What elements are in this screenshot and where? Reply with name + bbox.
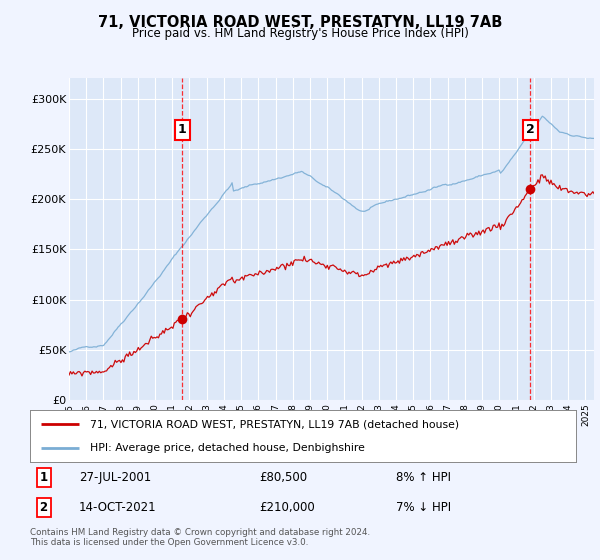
Text: 71, VICTORIA ROAD WEST, PRESTATYN, LL19 7AB (detached house): 71, VICTORIA ROAD WEST, PRESTATYN, LL19 … [90, 419, 459, 430]
Text: HPI: Average price, detached house, Denbighshire: HPI: Average price, detached house, Denb… [90, 443, 365, 453]
Text: £210,000: £210,000 [259, 501, 315, 514]
Text: Price paid vs. HM Land Registry's House Price Index (HPI): Price paid vs. HM Land Registry's House … [131, 27, 469, 40]
Text: Contains HM Land Registry data © Crown copyright and database right 2024.
This d: Contains HM Land Registry data © Crown c… [30, 528, 370, 547]
Text: 2: 2 [526, 123, 535, 137]
Text: £80,500: £80,500 [259, 471, 307, 484]
Text: 71, VICTORIA ROAD WEST, PRESTATYN, LL19 7AB: 71, VICTORIA ROAD WEST, PRESTATYN, LL19 … [98, 15, 502, 30]
Text: 8% ↑ HPI: 8% ↑ HPI [396, 471, 451, 484]
Text: 7% ↓ HPI: 7% ↓ HPI [396, 501, 451, 514]
Text: 2: 2 [40, 501, 48, 514]
Text: 27-JUL-2001: 27-JUL-2001 [79, 471, 151, 484]
Text: 1: 1 [40, 471, 48, 484]
Text: 1: 1 [178, 123, 187, 137]
Text: 14-OCT-2021: 14-OCT-2021 [79, 501, 157, 514]
